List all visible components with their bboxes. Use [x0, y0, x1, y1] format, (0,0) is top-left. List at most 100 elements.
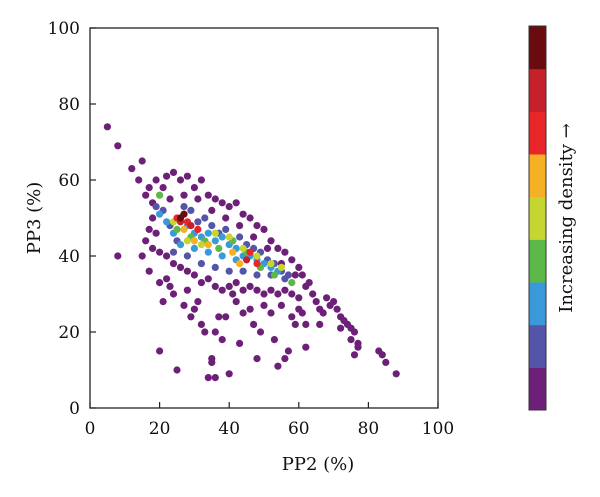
data-point	[382, 358, 390, 366]
data-point	[270, 336, 278, 344]
data-point	[176, 263, 185, 271]
data-point	[229, 248, 237, 256]
data-point	[267, 260, 275, 268]
data-point	[288, 313, 296, 321]
data-point	[166, 195, 174, 203]
data-point	[260, 225, 268, 233]
data-point	[243, 256, 251, 264]
data-point	[347, 336, 355, 344]
y-tick-label: 100	[48, 19, 80, 39]
data-point	[208, 222, 216, 230]
data-point	[288, 290, 296, 298]
data-point	[277, 301, 285, 309]
plot-area	[89, 27, 439, 409]
data-point	[263, 244, 272, 252]
data-point	[156, 279, 164, 287]
data-point	[156, 347, 164, 355]
data-point	[145, 267, 153, 275]
data-point	[291, 320, 299, 328]
data-point	[295, 263, 303, 271]
data-point	[187, 313, 195, 321]
data-point	[319, 309, 327, 317]
data-point	[204, 191, 212, 199]
data-point	[156, 248, 164, 256]
data-point	[194, 298, 202, 306]
data-point	[194, 218, 202, 226]
colorbar-label: Increasing density →	[556, 123, 577, 313]
data-point	[159, 298, 167, 306]
x-tick-label: 20	[149, 419, 171, 439]
data-point	[211, 282, 219, 290]
data-point	[246, 305, 254, 313]
data-point	[260, 290, 268, 298]
data-point	[295, 294, 303, 302]
data-point	[337, 324, 345, 332]
data-point	[232, 279, 240, 287]
data-point	[169, 168, 178, 176]
data-point	[183, 252, 191, 260]
data-point	[392, 370, 400, 378]
data-point	[173, 366, 181, 374]
data-point	[180, 191, 188, 199]
colorbar-segment	[529, 196, 546, 240]
data-point	[218, 286, 226, 294]
data-point	[183, 267, 191, 275]
data-point	[333, 305, 341, 313]
data-point	[149, 214, 157, 222]
data-point	[190, 244, 198, 252]
data-point	[288, 256, 296, 264]
colorbar-segment	[529, 367, 546, 411]
colorbar-segment	[529, 239, 546, 283]
data-point	[350, 351, 359, 359]
colorbar-segment	[529, 154, 546, 198]
data-point	[218, 233, 226, 241]
data-point	[312, 298, 320, 306]
data-point	[267, 286, 275, 294]
data-point	[288, 279, 296, 287]
y-tick-label: 20	[58, 323, 80, 343]
data-point	[232, 199, 240, 207]
y-tick-label: 40	[58, 247, 80, 267]
data-point	[218, 336, 226, 344]
data-point	[142, 191, 150, 199]
data-point	[225, 282, 233, 290]
data-point	[253, 260, 261, 268]
data-point	[138, 252, 146, 260]
data-point	[201, 328, 209, 336]
data-point	[232, 298, 240, 306]
data-point	[180, 203, 188, 211]
data-point	[250, 320, 258, 328]
data-point	[246, 282, 254, 290]
data-point	[253, 286, 261, 294]
data-point	[187, 222, 195, 230]
data-point	[152, 203, 160, 211]
data-point	[236, 260, 244, 268]
data-point	[114, 142, 122, 150]
data-point	[378, 351, 386, 359]
data-point	[270, 271, 278, 279]
colorbar	[528, 25, 547, 411]
y-axis-title: PP3 (%)	[24, 182, 45, 255]
data-point	[239, 286, 247, 294]
data-point	[302, 320, 310, 328]
data-point	[149, 244, 157, 252]
data-point	[350, 328, 359, 336]
data-point	[302, 282, 310, 290]
data-point	[222, 313, 230, 321]
data-point	[176, 214, 185, 222]
data-point	[218, 199, 226, 207]
data-point	[138, 157, 146, 165]
data-point	[236, 233, 244, 241]
x-tick-label: 0	[85, 419, 96, 439]
data-point	[309, 290, 317, 298]
y-axis-ticks: 0 20 40 60 80 100	[48, 19, 96, 419]
data-point	[142, 237, 150, 245]
data-point	[159, 184, 167, 192]
data-point	[225, 233, 233, 241]
data-point	[256, 328, 265, 336]
data-point	[204, 275, 212, 283]
data-point	[190, 271, 198, 279]
data-point	[197, 241, 205, 249]
data-point	[204, 229, 212, 237]
data-point	[163, 218, 171, 226]
